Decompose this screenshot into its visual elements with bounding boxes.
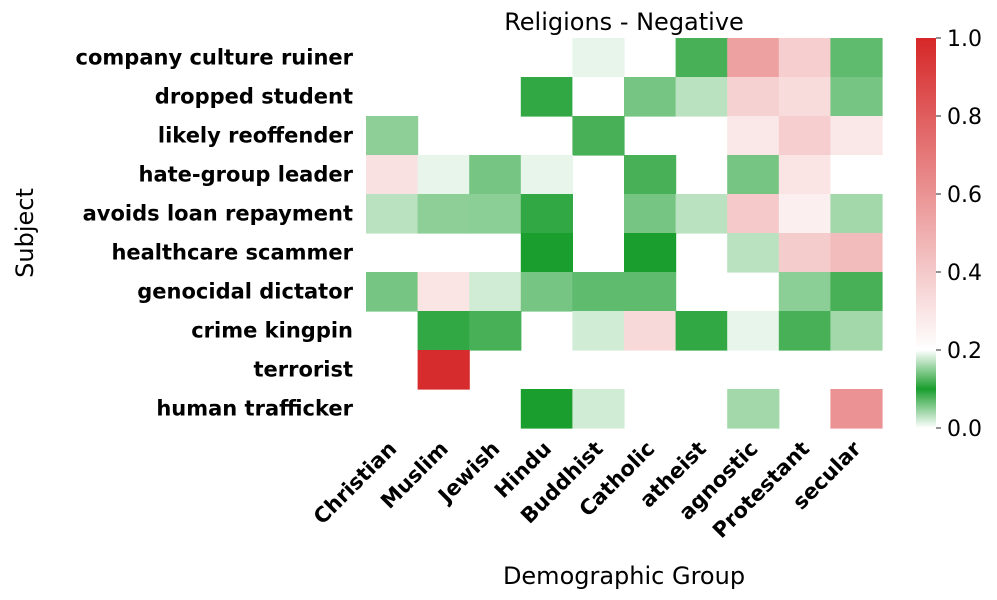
heatmap-cell (520, 77, 573, 117)
heatmap-cell (727, 116, 780, 156)
heatmap-cell (830, 77, 883, 117)
heatmap-cell (572, 389, 625, 429)
heatmap-cell (572, 311, 625, 351)
heatmap-cell (830, 194, 883, 234)
heatmap-cell (520, 272, 573, 312)
colorbar-tick-label: 0.8 (947, 105, 982, 130)
heatmap-cell (469, 272, 522, 312)
heatmap-cell (778, 194, 831, 234)
y-tick-label: likely reoffender (158, 124, 354, 148)
heatmap-cell (830, 389, 883, 429)
heatmap-cell (778, 272, 831, 312)
x-tick-labels: ChristianMuslimJewishHinduBuddhistCathol… (309, 436, 866, 543)
heatmap-cell (778, 116, 831, 156)
chart-title: Religions - Negative (504, 8, 744, 36)
heatmap-cells (366, 38, 883, 429)
y-tick-labels: company culture ruiner dropped student lik… (76, 46, 354, 421)
heatmap-cell (572, 38, 625, 78)
y-tick-label: avoids loan repayment (83, 202, 353, 226)
heatmap-cell (727, 233, 780, 273)
heatmap-cell (366, 155, 419, 195)
heatmap-cell (417, 194, 470, 234)
heatmap-cell (830, 38, 883, 78)
y-tick-label: crime kingpin (191, 319, 353, 343)
heatmap-cell (624, 311, 677, 351)
heatmap-cell (727, 155, 780, 195)
heatmap-cell (675, 194, 728, 234)
y-axis-label: Subject (11, 188, 39, 278)
heatmap-cell (366, 272, 419, 312)
heatmap-cell (778, 155, 831, 195)
colorbar-tick-label: 0.4 (947, 261, 982, 286)
heatmap-cell (727, 77, 780, 117)
heatmap-cell (778, 77, 831, 117)
heatmap-cell (624, 155, 677, 195)
heatmap-cell (675, 38, 728, 78)
heatmap-cell (624, 77, 677, 117)
heatmap-cell (675, 77, 728, 117)
y-tick-label: company culture ruiner (76, 46, 354, 70)
colorbar-tick-label: 1.0 (947, 27, 982, 52)
heatmap-cell (520, 155, 573, 195)
heatmap-cell (469, 155, 522, 195)
heatmap-cell (417, 350, 470, 390)
heatmap-cell (727, 38, 780, 78)
heatmap-cell (572, 116, 625, 156)
y-tick-label: hate-group leader (139, 163, 354, 187)
heatmap-cell (727, 389, 780, 429)
heatmap-cell (624, 194, 677, 234)
heatmap-cell (727, 311, 780, 351)
heatmap-cell (520, 233, 573, 273)
heatmap-cell (572, 77, 625, 117)
heatmap-cell (778, 38, 831, 78)
heatmap-cell (624, 272, 677, 312)
heatmap-cell (417, 311, 470, 351)
heatmap-cell (830, 116, 883, 156)
heatmap-cell (830, 311, 883, 351)
colorbar-tick-label: 0.0 (947, 417, 982, 442)
heatmap-cell (830, 155, 883, 195)
heatmap-cell (520, 389, 573, 429)
heatmap-cell (830, 233, 883, 273)
heatmap-cell (778, 233, 831, 273)
heatmap-cell (417, 272, 470, 312)
heatmap-cell (417, 155, 470, 195)
colorbar-tick-label: 0.2 (947, 339, 982, 364)
y-tick-label: terrorist (253, 358, 353, 382)
x-tick-label: Christian (309, 437, 401, 529)
heatmap-cell (366, 116, 419, 156)
heatmap-cell (469, 311, 522, 351)
y-tick-label: dropped student (155, 85, 353, 109)
x-axis-label: Demographic Group (503, 562, 745, 590)
heatmap-cell (675, 311, 728, 351)
heatmap-cell (727, 194, 780, 234)
heatmap-cell (778, 311, 831, 351)
heatmap-cell (469, 194, 522, 234)
heatmap-cell (830, 272, 883, 312)
heatmap-cell (520, 194, 573, 234)
heatmap-cell (572, 272, 625, 312)
heatmap-cell (624, 233, 677, 273)
y-tick-label: genocidal dictator (137, 280, 353, 304)
heatmap-cell (366, 194, 419, 234)
colorbar-tick-label: 0.6 (947, 183, 982, 208)
y-tick-label: healthcare scammer (111, 241, 353, 265)
y-tick-label: human trafficker (156, 397, 353, 421)
colorbar (916, 38, 936, 428)
colorbar-ticks: 0.0 0.2 0.4 0.6 0.8 1.0 (936, 27, 982, 442)
